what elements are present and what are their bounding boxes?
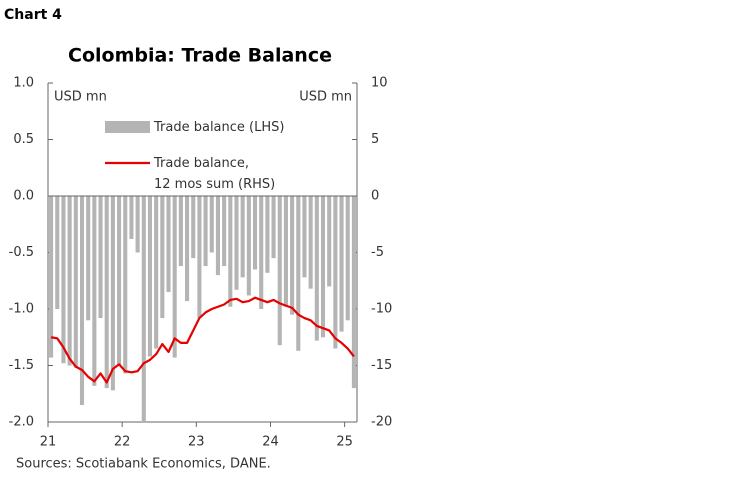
y-tick-label: 0.0 [13,189,34,204]
bar [117,196,122,366]
bar [61,196,66,364]
bar [302,196,307,278]
y-tick-label: -1.5 [9,358,34,373]
bar [240,196,245,278]
y2-tick-label: 10 [371,76,388,91]
legend-swatch [105,121,150,133]
bar [197,196,202,319]
y-tick-label: -0.5 [9,245,34,260]
bar [203,196,208,267]
y2-tick-label: -20 [371,415,392,430]
bar [246,196,251,296]
bar [86,196,91,321]
x-tick-label: 22 [114,435,131,450]
bar [333,196,338,349]
y2-unit-label: USD mn [299,90,352,105]
y2-tick-label: -15 [371,358,392,373]
bar [166,196,171,293]
x-tick-label: 24 [262,435,279,450]
bar [222,196,227,267]
bar [296,196,301,351]
y2-tick-label: -10 [371,302,392,317]
legend-label: Trade balance, 12 mos sum (RHS) [154,155,276,192]
x-tick-label: 21 [40,435,57,450]
bar [320,196,326,338]
y-unit-label: USD mn [54,90,107,105]
bar [234,196,239,290]
bar [110,196,115,391]
bar [283,196,288,307]
bar [345,196,350,321]
source: Sources: Scotiabank Economics, DANE. [16,457,271,472]
bar [277,196,282,346]
bar [141,196,146,422]
x-tick-label: 23 [188,435,205,450]
chart-title: Colombia: Trade Balance [68,45,332,67]
bar [308,196,313,289]
bar [154,196,159,349]
y2-tick-label: 5 [371,132,379,147]
y-tick-label: -1.0 [9,302,34,317]
legend-label: Trade balance (LHS) [154,119,285,135]
bar [79,196,85,406]
bar [129,196,134,239]
bar [215,196,220,276]
bar [252,196,258,270]
bar [147,196,153,357]
bar [135,196,140,253]
bar [67,196,72,366]
chart-label: Chart 4 [4,7,62,23]
bar [327,196,332,287]
bar [55,196,60,309]
bar [314,196,319,341]
bar [49,196,54,358]
y-tick-label: 0.5 [13,132,34,147]
bar [104,196,109,389]
y-tick-label: 1.0 [13,76,34,91]
bar [259,196,264,309]
line [50,296,355,384]
bar [123,196,128,374]
bar [185,196,190,302]
y-tick-label: -2.0 [9,415,34,430]
bar [339,196,344,332]
bar [290,196,295,315]
bar [160,196,165,319]
bar [265,196,270,273]
bar [191,196,196,259]
bar [98,196,103,319]
y2-tick-label: -5 [371,245,384,260]
x-tick-label: 25 [336,435,353,450]
y2-tick-label: 0 [371,189,379,204]
bar [172,196,177,358]
bar [92,196,97,386]
bar [73,196,78,368]
bar [228,196,233,307]
bar [209,196,214,253]
bar [351,196,356,389]
bar [271,196,276,259]
bar [178,196,183,267]
